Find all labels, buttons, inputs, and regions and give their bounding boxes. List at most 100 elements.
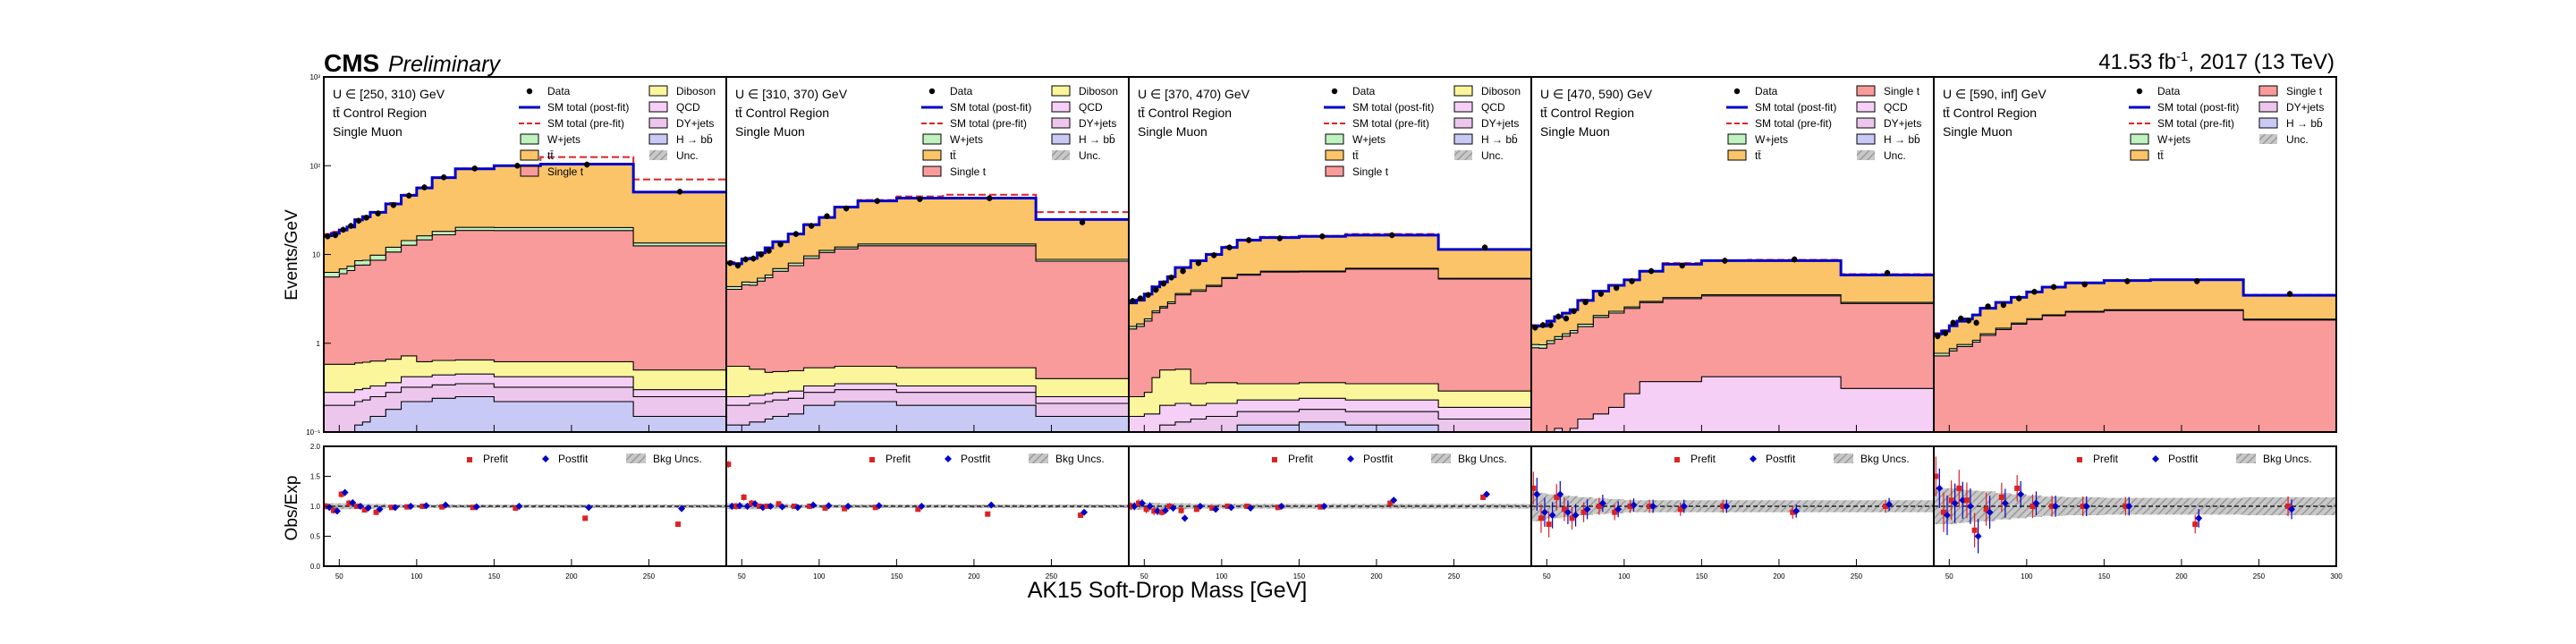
panel-channel-label: Single Muon (1540, 124, 1610, 139)
data-point (1079, 219, 1086, 225)
legend-label-hbb: H → bb̄ (1481, 133, 1518, 146)
ratio-prefit-point (1963, 497, 1970, 504)
ratio-postfit-point (2195, 514, 2203, 522)
ratio-postfit-point (1598, 499, 1606, 507)
data-point (1145, 292, 1151, 298)
data-point (1792, 256, 1798, 263)
legend-swatch-singlet (1325, 165, 1344, 177)
ratio-prefit-point (1956, 485, 1962, 491)
data-point (325, 233, 331, 240)
ratio-prefit-point (1790, 509, 1796, 515)
ratio-unc-band (749, 503, 758, 510)
ratio-postfit-point (341, 488, 349, 496)
legend-swatch-qcd (1856, 101, 1876, 113)
ratio-postfit-point (1583, 505, 1591, 513)
data-point (2050, 284, 2057, 291)
data-point (584, 161, 590, 168)
data-point (1563, 315, 1570, 322)
legend-label-data: Data (1755, 85, 1778, 97)
data-point (777, 241, 784, 248)
legend-swatch-singlet (520, 165, 539, 177)
legend-label-ttbar: tt̄ (1755, 149, 1761, 162)
ratio-postfit-point (391, 504, 399, 512)
ratio-legend-prefit-label: Prefit (1690, 453, 1716, 465)
data-point (440, 174, 447, 181)
ratio-postfit-point (875, 502, 883, 510)
ratio-group (324, 488, 726, 528)
ratio-unc-band (633, 504, 726, 509)
legend-label-prefit: SM total (pre-fit) (1352, 117, 1429, 130)
legend-label-data: Data (547, 85, 571, 97)
data-point (1389, 232, 1395, 239)
ratio-legend-postfit-label: Postfit (558, 453, 589, 465)
ratio-legend-bkg-label: Bkg Uncs. (1458, 453, 1507, 465)
data-point (2000, 301, 2007, 309)
data-point (1722, 258, 1728, 264)
x-tick-label: 50 (1140, 572, 1148, 580)
data-point (2124, 278, 2131, 284)
ratio-postfit-point (1572, 512, 1580, 520)
data-point (1629, 278, 1635, 284)
ratio-postfit-point (1390, 496, 1398, 504)
y-tick-label-ratio: 1.5 (310, 473, 321, 481)
ratio-postfit-point (1138, 499, 1146, 507)
ratio-prefit-point (1934, 473, 1939, 479)
x-tick-label: 250 (1046, 572, 1058, 580)
ratio-prefit-point (582, 515, 589, 521)
ratio-frame (1933, 445, 2337, 567)
data-point (824, 213, 830, 219)
legend-label-qcd: QCD (676, 101, 700, 114)
data-point (917, 196, 923, 202)
ratio-prefit-point (807, 504, 813, 509)
panel-2: U ∈ [310, 370) GeV tt̄ Control Region Sing… (725, 76, 1130, 580)
ratio-legend-postfit-swatch (1347, 455, 1354, 462)
ratio-prefit-point (1078, 513, 1084, 519)
legend-label-singlet: Single t (2286, 85, 2323, 97)
data-point (1245, 237, 1252, 243)
data-point (1168, 275, 1174, 281)
legend-label-dyjets: DY+jets (1884, 117, 1921, 130)
stack-group (324, 156, 726, 432)
data-point (987, 195, 993, 201)
ratio-postfit-point (1986, 508, 1994, 516)
ratio-postfit-point (364, 504, 372, 513)
lumi-exponent: -1 (2176, 49, 2188, 64)
legend-swatch-wjets (922, 133, 942, 145)
ratio-legend-prefit-label: Prefit (1288, 453, 1314, 465)
data-point (1582, 299, 1589, 306)
legend-swatch-ttbar (1727, 149, 1747, 161)
data-point (1985, 303, 1991, 309)
ratio-postfit-point (2001, 499, 2009, 507)
legend-label-singlet: Single t (547, 165, 584, 178)
ratio-postfit-point (1680, 503, 1688, 510)
data-point (1571, 308, 1577, 315)
legend-label-dyjets: DY+jets (1481, 117, 1519, 130)
ratio-legend-prefit-label: Prefit (483, 453, 509, 465)
legend-label-postfit: SM total (post-fit) (2157, 101, 2239, 114)
y-tick-label-ratio: 0.5 (310, 533, 321, 541)
data-point (1965, 318, 1972, 324)
ratio-legend-prefit-swatch (2077, 457, 2082, 462)
ratio-legend-postfit-label: Postfit (1766, 453, 1796, 465)
ratio-postfit-point (1974, 532, 1982, 540)
ratio-unc-band (1546, 494, 1555, 519)
panel-1: 10⁻¹ 1 10 10² 10³ U ∈ [250, 310) GeV tt̄ Contr… (306, 73, 727, 580)
ratio-postfit-point (1196, 503, 1204, 510)
ratio-postfit-point (1320, 503, 1328, 510)
ratio-legend-bkg-swatch (1431, 453, 1451, 463)
legend-label-postfit: SM total (post-fit) (1755, 101, 1836, 114)
ratio-postfit-point (1277, 503, 1285, 510)
ratio-postfit-point (1885, 500, 1894, 508)
ratio-legend-postfit-swatch (2152, 455, 2159, 462)
ratio-unc-band (1972, 490, 1980, 522)
legend-label-wjets: W+jets (950, 133, 983, 146)
legend-swatch-wjets (1325, 133, 1344, 145)
x-tick-label: 150 (488, 572, 501, 580)
ratio-prefit-point (1971, 527, 1978, 533)
legend-label-ttbar: tt̄ (2157, 149, 2164, 162)
ratio-postfit-point (515, 503, 523, 510)
legend-swatch-dyjets (1453, 117, 1473, 129)
x-tick-label: 150 (1696, 572, 1708, 580)
ratio-postfit-point (1540, 508, 1548, 516)
ratio-postfit-point (1169, 504, 1177, 513)
